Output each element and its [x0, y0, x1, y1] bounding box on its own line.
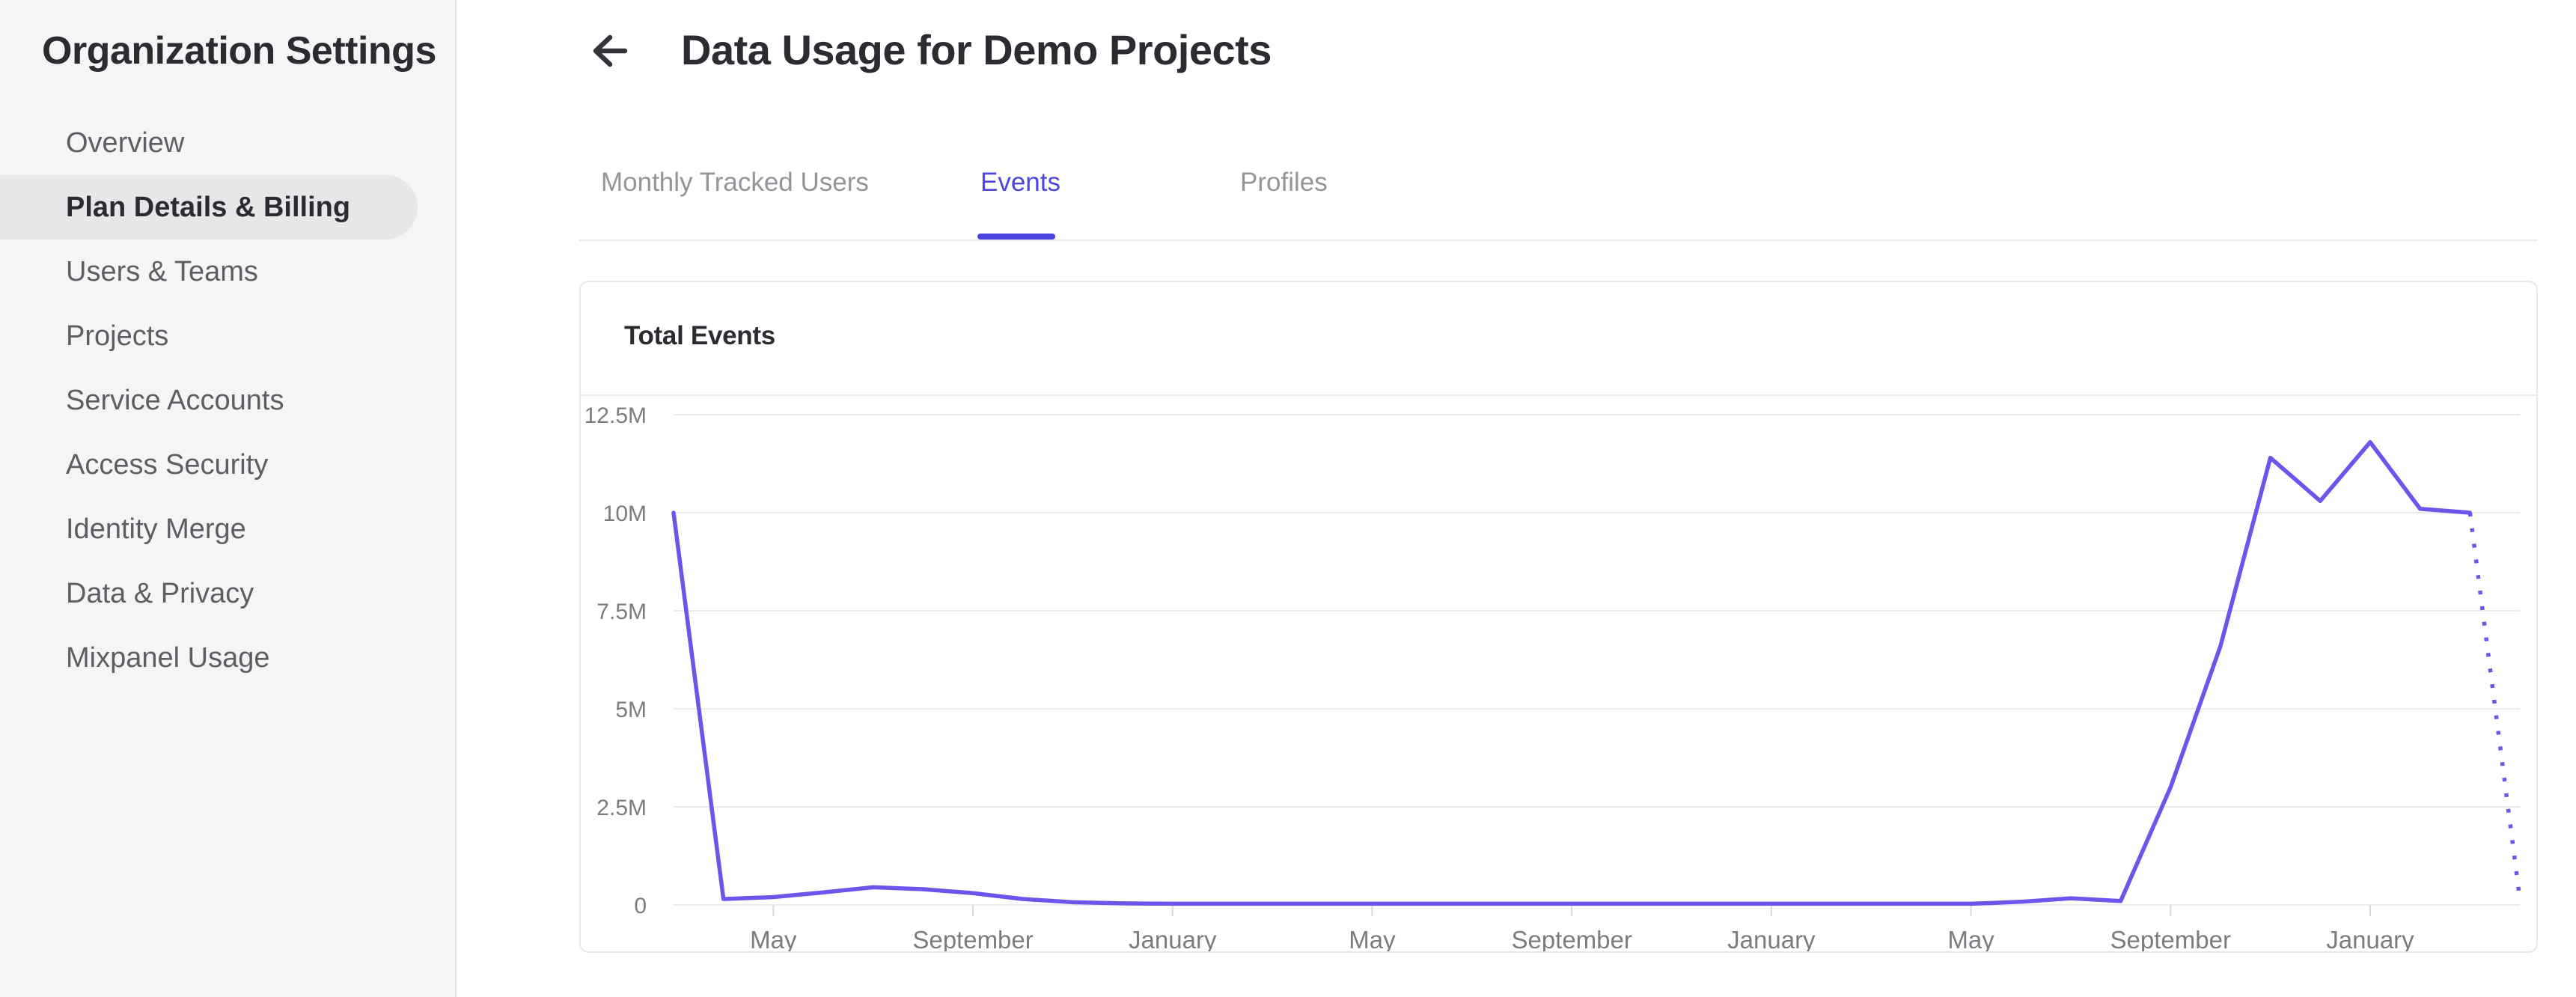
left-arrow-icon [589, 34, 631, 74]
svg-text:January: January [1727, 926, 1816, 951]
sidebar-item-identity-merge[interactable]: Identity Merge [66, 513, 246, 545]
svg-text:10M: 10M [603, 501, 647, 526]
tab-profiles[interactable]: Profiles [1240, 168, 1328, 197]
tabs-divider-rule [579, 240, 2538, 241]
sidebar-item-data-privacy[interactable]: Data & Privacy [66, 577, 254, 609]
svg-text:January: January [2326, 926, 2414, 951]
sidebar-title: Organization Settings [42, 29, 436, 73]
svg-text:May: May [750, 926, 797, 951]
svg-text:September: September [2110, 926, 2231, 951]
sidebar-item-overview[interactable]: Overview [66, 126, 185, 159]
svg-text:12.5M: 12.5M [585, 403, 647, 428]
svg-text:5M: 5M [615, 698, 647, 722]
card-header-divider [581, 394, 2536, 396]
sidebar-item-mixpanel-usage[interactable]: Mixpanel Usage [66, 641, 270, 674]
sidebar-item-users-teams[interactable]: Users & Teams [66, 255, 258, 287]
tab-monthly-tracked-users[interactable]: Monthly Tracked Users [601, 168, 869, 197]
tab-events[interactable]: Events [980, 168, 1060, 197]
active-tab-underline [977, 234, 1055, 240]
total-events-card: Total Events 12.5M 10M 7.5M 5M 2.5M 0 May Septe… [579, 281, 2538, 953]
sidebar-nav: Overview Plan Details & Billing Users & … [0, 111, 418, 690]
svg-text:September: September [1511, 926, 1632, 951]
sidebar-item-projects[interactable]: Projects [66, 320, 169, 352]
svg-text:January: January [1129, 926, 1217, 951]
back-button[interactable] [589, 30, 631, 72]
chart-title: Total Events [624, 321, 775, 350]
svg-text:May: May [1349, 926, 1396, 951]
svg-text:0: 0 [634, 894, 647, 918]
organization-settings-sidebar: Organization Settings Overview Plan Deta… [0, 0, 457, 997]
svg-text:7.5M: 7.5M [596, 600, 647, 624]
sidebar-item-access-security[interactable]: Access Security [66, 448, 269, 481]
svg-text:September: September [912, 926, 1033, 951]
sidebar-item-plan-details-billing[interactable]: Plan Details & Billing [0, 175, 418, 240]
svg-text:2.5M: 2.5M [596, 796, 647, 820]
svg-text:May: May [1947, 926, 1994, 951]
events-chart[interactable]: 12.5M 10M 7.5M 5M 2.5M 0 May September January Ma… [581, 282, 2536, 951]
page-title: Data Usage for Demo Projects [681, 26, 1272, 73]
sidebar-item-service-accounts[interactable]: Service Accounts [66, 384, 284, 416]
